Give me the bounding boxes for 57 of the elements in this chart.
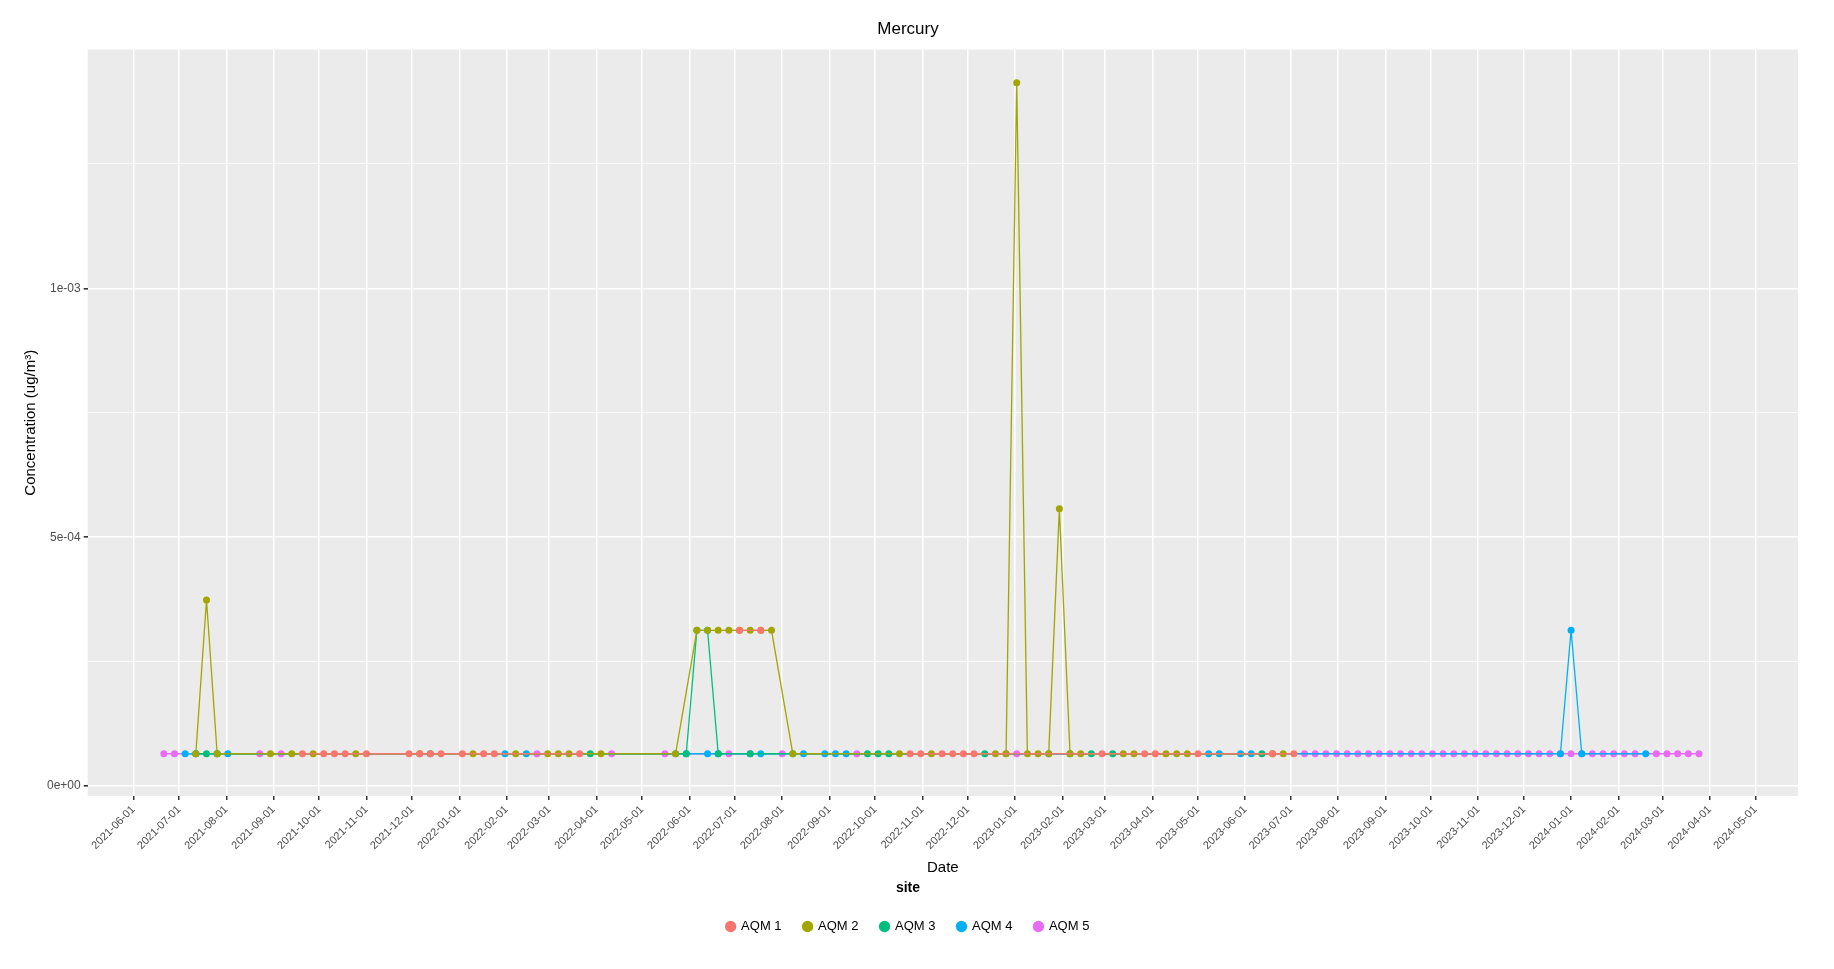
point xyxy=(1098,750,1106,758)
point xyxy=(362,750,370,758)
legend-label: AQM 1 xyxy=(741,918,782,934)
point xyxy=(1141,750,1149,758)
point xyxy=(1290,750,1298,758)
x-axis-title: Date xyxy=(927,858,959,876)
point xyxy=(938,750,946,758)
point xyxy=(1652,750,1660,758)
legend-label: AQM 3 xyxy=(895,918,936,934)
point xyxy=(1194,750,1202,758)
point xyxy=(490,750,498,758)
point xyxy=(266,750,274,758)
legend-title: site xyxy=(895,879,921,896)
point xyxy=(576,750,584,758)
point xyxy=(181,750,189,758)
y-tick-label: 0e+00 xyxy=(47,778,82,793)
y-tick-label: 1e-03 xyxy=(50,280,82,295)
point xyxy=(917,750,925,758)
point xyxy=(1695,750,1703,758)
point xyxy=(341,750,349,758)
point xyxy=(1567,626,1575,634)
point xyxy=(1674,750,1682,758)
legend-label: AQM 2 xyxy=(818,918,859,934)
point xyxy=(970,750,978,758)
point xyxy=(768,626,776,634)
point xyxy=(203,750,210,758)
point xyxy=(330,750,338,758)
point xyxy=(906,750,914,758)
point xyxy=(1567,750,1575,758)
y-axis-title: Concentration (ug/m³) xyxy=(21,349,39,496)
point xyxy=(1013,79,1021,87)
point xyxy=(949,750,957,758)
point xyxy=(1684,750,1692,758)
point xyxy=(171,750,179,758)
point xyxy=(597,750,605,758)
legend-label: AQM 5 xyxy=(1048,918,1090,934)
chart-title: Mercury xyxy=(877,18,940,38)
y-tick-label: 5e-04 xyxy=(50,529,82,544)
point xyxy=(480,750,488,758)
point xyxy=(160,750,168,758)
point xyxy=(458,750,466,758)
point xyxy=(1642,750,1650,758)
point xyxy=(298,750,306,758)
point xyxy=(704,750,712,758)
point xyxy=(288,750,296,758)
point xyxy=(1055,505,1063,513)
point xyxy=(320,750,328,758)
point xyxy=(725,626,733,634)
point xyxy=(405,750,413,758)
point xyxy=(895,750,903,758)
point xyxy=(203,596,210,604)
point xyxy=(1663,750,1671,758)
legend-label: AQM 4 xyxy=(971,918,1013,934)
point xyxy=(714,626,722,634)
point xyxy=(1151,750,1159,758)
point xyxy=(437,750,445,758)
point xyxy=(959,750,967,758)
